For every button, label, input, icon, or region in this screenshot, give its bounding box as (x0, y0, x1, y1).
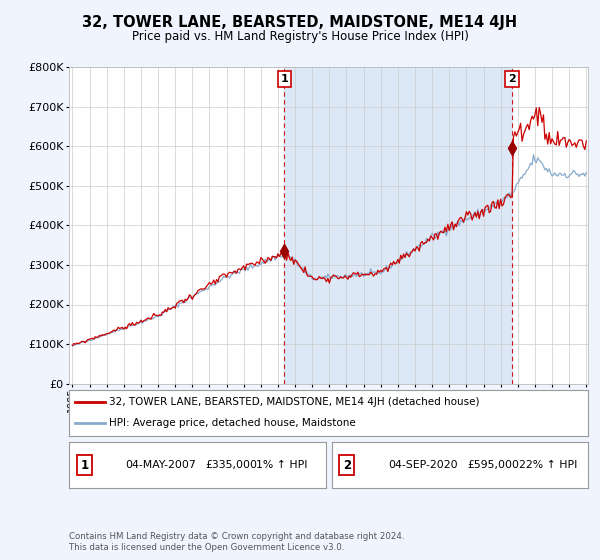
Text: HPI: Average price, detached house, Maidstone: HPI: Average price, detached house, Maid… (109, 418, 356, 428)
Text: 32, TOWER LANE, BEARSTED, MAIDSTONE, ME14 4JH: 32, TOWER LANE, BEARSTED, MAIDSTONE, ME1… (82, 15, 518, 30)
Text: Contains HM Land Registry data © Crown copyright and database right 2024.
This d: Contains HM Land Registry data © Crown c… (69, 532, 404, 552)
Text: 32, TOWER LANE, BEARSTED, MAIDSTONE, ME14 4JH (detached house): 32, TOWER LANE, BEARSTED, MAIDSTONE, ME1… (109, 397, 480, 407)
Text: £335,000: £335,000 (205, 460, 257, 470)
Text: 1: 1 (280, 74, 288, 84)
Text: 22% ↑ HPI: 22% ↑ HPI (519, 460, 577, 470)
Text: £595,000: £595,000 (467, 460, 520, 470)
Bar (284, 67, 512, 384)
Text: 04-MAY-2007: 04-MAY-2007 (125, 460, 196, 470)
Text: 04-SEP-2020: 04-SEP-2020 (388, 460, 458, 470)
Text: Price paid vs. HM Land Registry's House Price Index (HPI): Price paid vs. HM Land Registry's House … (131, 30, 469, 43)
Text: 2: 2 (508, 74, 516, 84)
Text: 1: 1 (80, 459, 88, 472)
Text: 2: 2 (343, 459, 351, 472)
Text: 1% ↑ HPI: 1% ↑ HPI (256, 460, 308, 470)
